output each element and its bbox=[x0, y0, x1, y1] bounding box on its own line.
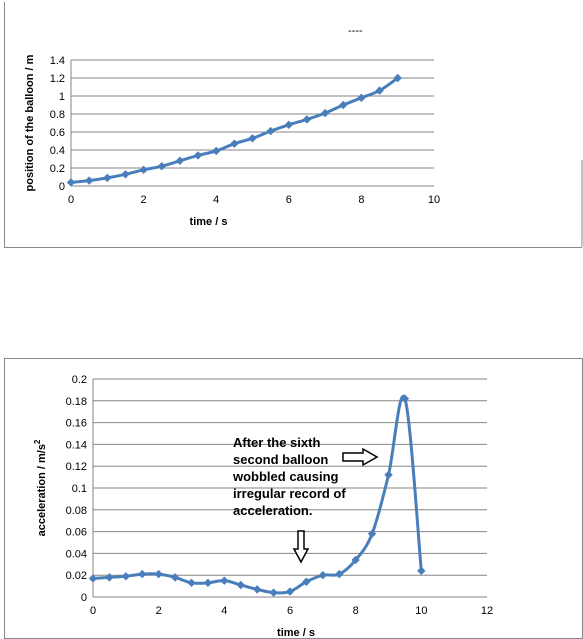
data-point bbox=[302, 577, 311, 586]
data-point bbox=[284, 120, 293, 129]
data-point bbox=[121, 170, 130, 179]
data-point bbox=[203, 578, 213, 588]
data-point bbox=[138, 569, 147, 579]
x-tick-label: 8 bbox=[353, 605, 359, 617]
y-tick-label: 0.02 bbox=[66, 570, 87, 582]
stray-dash-text: ---- bbox=[348, 25, 363, 37]
position-chart-panel: 0 0.2 0.4 0.6 0.8 1 1.2 1.4 0 2 4 6 8 10 time / s posit… bbox=[4, 2, 583, 248]
data-point bbox=[187, 578, 196, 588]
x-tick-label: 6 bbox=[286, 194, 292, 206]
data-point bbox=[154, 569, 163, 579]
data-point bbox=[66, 178, 76, 187]
data-point bbox=[384, 470, 393, 480]
x-tick-label: 8 bbox=[358, 194, 364, 206]
data-point bbox=[220, 576, 229, 585]
y-tick-label: 0 bbox=[59, 181, 65, 193]
acceleration-chart-panel: 0 0.02 0.04 0.06 0.08 0.1 0.12 0.14 0.16 0.18 0.2 0… bbox=[4, 358, 583, 639]
x-tick-label: 10 bbox=[428, 194, 440, 206]
y-axis-label-text: acceleration / m/s bbox=[36, 444, 48, 536]
x-axis-label: time / s bbox=[190, 216, 228, 228]
data-point bbox=[170, 573, 180, 582]
x-tick-label: 10 bbox=[415, 605, 427, 617]
y-tick-label: 0 bbox=[81, 592, 87, 604]
annotation-line: acceleration. bbox=[233, 503, 313, 518]
series-line bbox=[69, 76, 400, 184]
data-point bbox=[252, 585, 262, 594]
position-chart: 0 0.2 0.4 0.6 0.8 1 1.2 1.4 0 2 4 6 8 10 time / s posit… bbox=[24, 25, 583, 247]
data-point bbox=[103, 173, 112, 183]
data-point bbox=[266, 126, 275, 136]
annotation-arrow-down bbox=[292, 530, 310, 564]
y-axis-label-text: position of the balloon / m bbox=[24, 54, 36, 191]
y-tick-label: 0.6 bbox=[50, 127, 65, 139]
y-tick-label: 0.14 bbox=[66, 439, 87, 451]
x-tick-label: 12 bbox=[481, 605, 493, 617]
x-tick-label: 0 bbox=[90, 605, 96, 617]
data-point bbox=[139, 165, 148, 174]
y-tick-label: 0.2 bbox=[72, 374, 87, 386]
y-tick-label: 1.2 bbox=[50, 73, 65, 85]
annotation-line: irregular record of bbox=[233, 486, 346, 501]
data-point bbox=[393, 73, 402, 83]
y-tick-label: 0.18 bbox=[66, 396, 87, 408]
annotation-line: After the sixth bbox=[233, 435, 320, 450]
x-tick-label: 2 bbox=[141, 194, 147, 206]
y-tick-label: 0.04 bbox=[66, 548, 87, 560]
annotation-arrow-right bbox=[342, 447, 379, 467]
data-point bbox=[193, 151, 203, 160]
y-tick-label: 0.1 bbox=[72, 483, 87, 495]
y-axis-label-superscript: 2 bbox=[33, 439, 42, 444]
y-tick-label: 1 bbox=[59, 91, 65, 103]
x-tick-label: 4 bbox=[213, 194, 219, 206]
data-point bbox=[318, 571, 328, 580]
y-tick-label: 0.16 bbox=[66, 418, 87, 430]
y-axis-label: acceleration / m/s2 bbox=[33, 439, 48, 536]
acceleration-chart: 0 0.02 0.04 0.06 0.08 0.1 0.12 0.14 0.16 0.18 0.2 0… bbox=[33, 374, 493, 639]
data-point bbox=[121, 572, 131, 581]
y-tick-label: 0.12 bbox=[66, 461, 87, 473]
data-point bbox=[84, 176, 94, 185]
annotation-line: wobbled causing bbox=[232, 469, 339, 484]
x-tick-label: 4 bbox=[221, 605, 227, 617]
y-tick-label: 0.4 bbox=[50, 145, 65, 157]
y-tick-label: 0.08 bbox=[66, 505, 87, 517]
data-point bbox=[105, 573, 114, 582]
data-point bbox=[175, 156, 185, 165]
x-axis-label: time / s bbox=[277, 627, 315, 639]
data-point bbox=[212, 146, 221, 156]
data-point bbox=[417, 566, 426, 576]
data-point bbox=[248, 134, 257, 143]
y-tick-label: 0.06 bbox=[66, 527, 87, 539]
data-point bbox=[230, 139, 239, 148]
data-point bbox=[339, 100, 348, 110]
x-tick-label: 6 bbox=[287, 605, 293, 617]
data-point bbox=[269, 588, 278, 597]
annotation-line: second balloon bbox=[233, 452, 328, 467]
x-tick-label: 0 bbox=[68, 194, 74, 206]
data-point bbox=[375, 86, 384, 95]
y-tick-label: 0.8 bbox=[50, 109, 65, 121]
data-point bbox=[367, 529, 377, 538]
data-point bbox=[335, 569, 344, 579]
data-point bbox=[400, 394, 410, 403]
data-point bbox=[157, 162, 166, 171]
y-axis-label: position of the balloon / m bbox=[24, 54, 36, 191]
data-point bbox=[236, 580, 245, 590]
series-line bbox=[91, 394, 423, 595]
data-point bbox=[357, 93, 366, 102]
data-point bbox=[302, 115, 312, 124]
y-tick-label: 1.4 bbox=[50, 55, 65, 67]
data-point bbox=[320, 108, 330, 118]
y-tick-label: 0.2 bbox=[50, 163, 65, 175]
x-tick-label: 2 bbox=[156, 605, 162, 617]
